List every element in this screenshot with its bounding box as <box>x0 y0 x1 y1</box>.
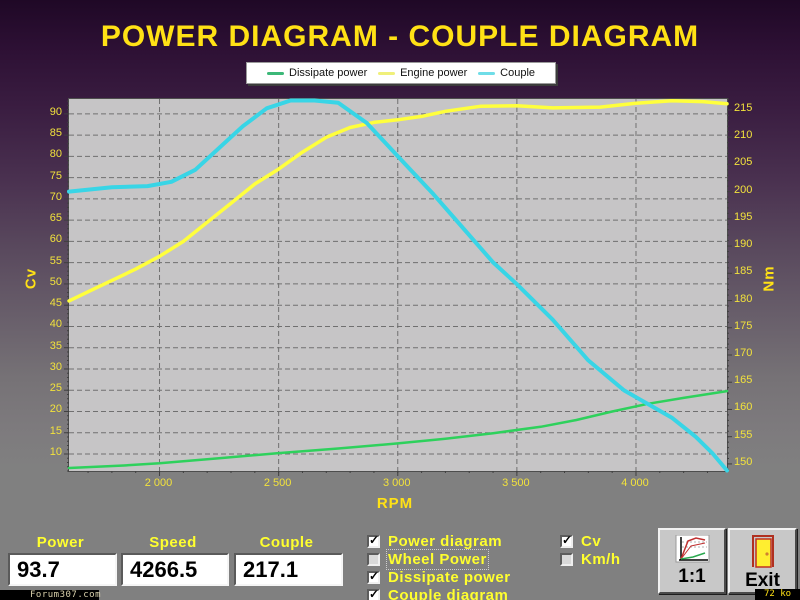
y-axis-tick-right: 185 <box>734 265 753 278</box>
couple-readout-field[interactable]: 217.1 <box>234 553 343 586</box>
legend-label: Dissipate power <box>289 67 368 79</box>
series-dissipate-power <box>67 389 729 470</box>
y-axis-tick-left: 40 <box>49 318 62 331</box>
y-axis-tick-left: 20 <box>49 403 62 416</box>
legend: Dissipate power Engine power Couple <box>246 62 556 84</box>
y-axis-tick-left: 25 <box>49 382 62 395</box>
checkbox-wheel-power[interactable]: Wheel Power <box>367 549 489 570</box>
series-engine-power <box>67 98 729 303</box>
y-axis-tick-right: 195 <box>734 210 753 223</box>
cv-checkbox[interactable] <box>560 534 573 548</box>
y-axis-tick-right: 215 <box>734 101 753 114</box>
series-couple <box>67 98 729 473</box>
y-axis-tick-left: 15 <box>49 424 62 437</box>
y-axis-tick-right: 180 <box>734 292 753 305</box>
x-axis-tick: 3 000 <box>382 477 411 489</box>
dissipate-power-label: Dissipate power <box>388 569 511 586</box>
y-axis-tick-right: 165 <box>734 374 753 387</box>
y-axis-tick-right: 160 <box>734 401 753 414</box>
y-axis-tick-right: 175 <box>734 319 753 332</box>
wheel-power-checkbox[interactable] <box>367 553 380 566</box>
y-axis-tick-right: 210 <box>734 129 753 142</box>
x-axis-tick: 4 000 <box>621 477 649 489</box>
y-axis-tick-left: 75 <box>49 169 62 182</box>
dissipate-power-checkbox[interactable] <box>367 570 380 584</box>
legend-label: Engine power <box>400 67 468 79</box>
legend-swatch <box>478 71 496 75</box>
x-axis-tick: 3 500 <box>502 477 530 489</box>
scale-1-1-button[interactable]: 1:1 <box>658 528 726 594</box>
y-axis-tick-right: 190 <box>734 238 753 251</box>
legend-item: Couple <box>478 67 535 79</box>
y-axis-tick-left: 55 <box>49 254 62 267</box>
chart-canvas <box>64 98 732 476</box>
legend-swatch <box>378 71 396 75</box>
left-axis-title: Cv <box>22 267 40 290</box>
wheel-power-label: Wheel Power <box>386 549 489 570</box>
y-axis-tick-right: 170 <box>734 346 753 359</box>
checkbox-kmh[interactable]: Km/h <box>560 551 621 568</box>
scale-1-1-button-label: 1:1 <box>678 566 706 587</box>
exit-button-label: Exit <box>745 570 780 591</box>
footer-watermark: Forum307.com <box>0 590 101 600</box>
power-readout-field[interactable]: 93.7 <box>8 553 117 586</box>
y-axis-tick-left: 85 <box>49 127 62 140</box>
y-axis-tick-left: 70 <box>49 190 62 203</box>
checkbox-couple-diagram[interactable]: Couple diagram <box>367 587 509 600</box>
checkbox-cv[interactable]: Cv <box>560 533 602 550</box>
power-readout-label: Power <box>36 534 85 551</box>
file-size-badge: 72 ko <box>755 589 800 600</box>
speed-readout-field[interactable]: 4266.5 <box>121 553 229 586</box>
y-axis-tick-right: 200 <box>734 183 753 196</box>
x-axis-title: RPM <box>376 495 414 512</box>
kmh-label: Km/h <box>581 551 621 568</box>
legend-label: Couple <box>500 67 535 79</box>
legend-item: Engine power <box>378 67 467 79</box>
checkbox-power-diagram[interactable]: Power diagram <box>367 533 503 550</box>
couple-diagram-label: Couple diagram <box>388 587 509 600</box>
legend-swatch <box>267 71 284 75</box>
page-title: POWER DIAGRAM - COUPLE DIAGRAM <box>100 20 700 53</box>
couple-diagram-checkbox[interactable] <box>367 588 380 600</box>
y-axis-tick-left: 60 <box>49 233 62 246</box>
checkbox-dissipate-power[interactable]: Dissipate power <box>367 569 511 586</box>
exit-button[interactable]: Exit <box>728 528 797 594</box>
y-axis-tick-left: 45 <box>49 297 62 310</box>
x-axis-tick: 2 000 <box>144 477 173 489</box>
y-axis-tick-left: 35 <box>49 339 62 352</box>
plot-area <box>64 98 732 476</box>
y-axis-tick-left: 90 <box>49 105 62 118</box>
y-axis-tick-right: 150 <box>734 455 753 468</box>
y-axis-tick-left: 65 <box>49 212 62 225</box>
y-axis-tick-right: 205 <box>734 156 753 169</box>
legend-item: Dissipate power <box>267 67 367 79</box>
x-axis-tick: 2 500 <box>263 477 292 489</box>
y-axis-tick-left: 30 <box>49 360 62 373</box>
door-icon <box>751 535 774 568</box>
power-diagram-label: Power diagram <box>388 533 503 550</box>
y-axis-tick-right: 155 <box>734 428 753 441</box>
cv-label: Cv <box>581 533 602 550</box>
y-axis-tick-left: 50 <box>49 275 62 288</box>
y-axis-tick-left: 80 <box>49 148 62 161</box>
mini-chart-icon <box>675 535 710 563</box>
power-diagram-checkbox[interactable] <box>367 534 380 548</box>
y-axis-tick-left: 10 <box>49 445 62 458</box>
speed-readout-label: Speed <box>149 534 197 551</box>
kmh-checkbox[interactable] <box>560 553 573 566</box>
couple-readout-label: Couple <box>259 534 314 551</box>
right-axis-title: Nm <box>760 265 778 292</box>
